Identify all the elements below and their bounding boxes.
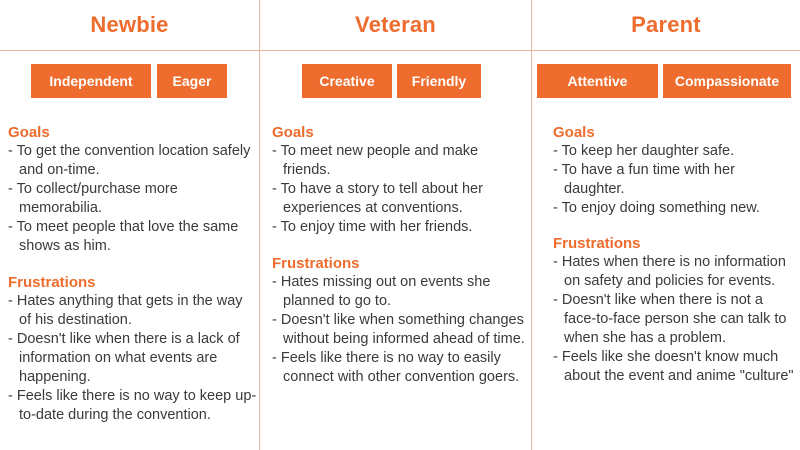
column-divider-2 — [531, 0, 532, 450]
persona-tag: Eager — [157, 64, 227, 98]
goal-item: To collect/purchase more memorabilia. — [8, 180, 258, 218]
persona-title: Veteran — [355, 12, 436, 37]
goals-section: Goals To keep her daughter safe. To have… — [553, 123, 798, 218]
goal-item: To meet new people and make friends. — [272, 142, 527, 180]
persona-tag: Compassionate — [663, 64, 791, 98]
goals-list: To get the convention location safely an… — [8, 142, 258, 256]
goals-section: Goals To meet new people and make friend… — [272, 123, 527, 237]
frustrations-list: Hates anything that gets in the way of h… — [8, 292, 258, 425]
frustration-item: Hates when there is no information on sa… — [553, 253, 798, 291]
frustration-item: Doesn't like when there is not a face-to… — [553, 291, 798, 348]
goal-item: To meet people that love the same shows … — [8, 218, 258, 256]
persona-title: Newbie — [90, 12, 169, 37]
frustration-item: Hates missing out on events she planned … — [272, 273, 527, 311]
frustrations-list: Hates missing out on events she planned … — [272, 273, 527, 387]
goals-heading: Goals — [553, 124, 595, 141]
goals-heading: Goals — [272, 124, 314, 141]
persona-tag: Attentive — [537, 64, 658, 98]
frustration-item: Doesn't like when there is a lack of inf… — [8, 330, 258, 387]
goals-section: Goals To get the convention location saf… — [8, 123, 258, 256]
goal-item: To have a story to tell about her experi… — [272, 180, 527, 218]
persona-column-veteran: Veteran Creative Friendly Goals To meet … — [260, 0, 531, 450]
persona-tag: Creative — [302, 64, 392, 98]
header-divider — [0, 50, 800, 51]
frustration-item: Feels like there is no way to easily con… — [272, 349, 527, 387]
goals-list: To keep her daughter safe. To have a fun… — [553, 142, 798, 218]
frustrations-section: Frustrations Hates when there is no info… — [553, 234, 798, 386]
frustrations-heading: Frustrations — [272, 255, 360, 272]
frustration-item: Feels like she doesn't know much about t… — [553, 348, 798, 386]
frustrations-heading: Frustrations — [8, 274, 96, 291]
persona-column-parent: Parent Attentive Compassionate Goals To … — [532, 0, 800, 450]
goals-heading: Goals — [8, 124, 50, 141]
goal-item: To enjoy time with her friends. — [272, 218, 527, 237]
goal-item: To get the convention location safely an… — [8, 142, 258, 180]
persona-title: Parent — [631, 12, 701, 37]
persona-column-newbie: Newbie Independent Eager Goals To get th… — [0, 0, 259, 450]
frustration-item: Feels like there is no way to keep up-to… — [8, 387, 258, 425]
goal-item: To enjoy doing something new. — [553, 199, 798, 218]
persona-tag: Independent — [31, 64, 151, 98]
frustrations-heading: Frustrations — [553, 235, 641, 252]
goal-item: To keep her daughter safe. — [553, 142, 798, 161]
frustrations-section: Frustrations Hates anything that gets in… — [8, 273, 258, 425]
frustration-item: Doesn't like when something changes with… — [272, 311, 527, 349]
goals-list: To meet new people and make friends. To … — [272, 142, 527, 237]
frustrations-section: Frustrations Hates missing out on events… — [272, 254, 527, 387]
column-divider-1 — [259, 0, 260, 450]
frustration-item: Hates anything that gets in the way of h… — [8, 292, 258, 330]
goal-item: To have a fun time with her daughter. — [553, 161, 798, 199]
persona-tag: Friendly — [397, 64, 481, 98]
frustrations-list: Hates when there is no information on sa… — [553, 253, 798, 386]
